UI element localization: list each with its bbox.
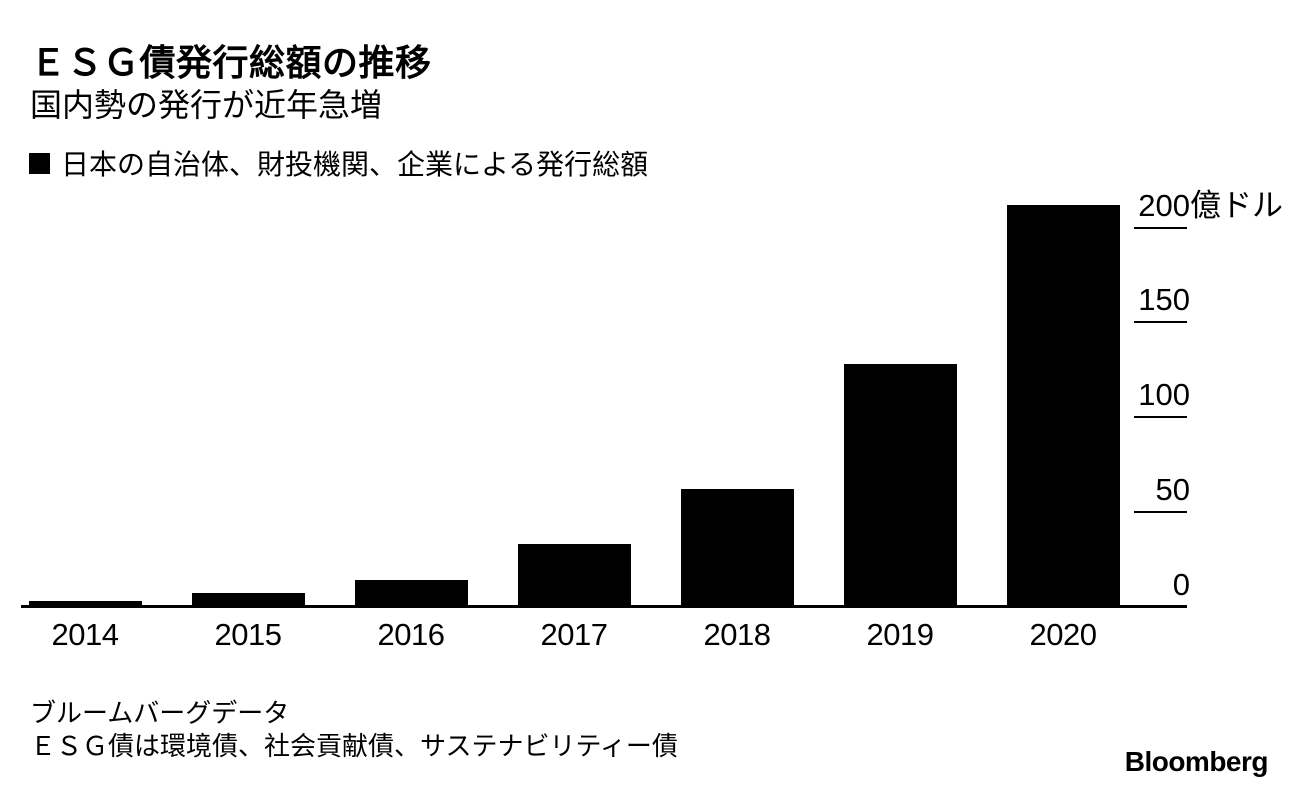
bar-2015 <box>191 592 305 607</box>
x-axis-label: 2017 <box>540 617 608 652</box>
y-axis-label: 100 <box>1138 377 1190 413</box>
chart-subtitle: 国内勢の発行が近年急増 <box>30 87 383 123</box>
x-axis-label: 2016 <box>377 617 445 652</box>
legend: 日本の自治体、財投機関、企業による発行総額 <box>29 146 648 180</box>
y-axis-label: 50 <box>1155 472 1190 508</box>
definition-note: ＥＳＧ債は環境債、社会貢献債、サステナビリティー債 <box>30 731 678 761</box>
y-axis-label: 200 <box>1138 187 1190 223</box>
y-axis-unit-label: 億ドル <box>1190 187 1283 223</box>
x-axis-label: 2015 <box>214 617 282 652</box>
legend-label: 日本の自治体、財投機関、企業による発行総額 <box>61 149 649 180</box>
y-axis-label: 0 <box>1172 567 1190 602</box>
source-note: ブルームバーグデータ <box>30 698 290 728</box>
chart-title: ＥＳＧ債発行総額の推移 <box>30 42 432 83</box>
bar-2014 <box>28 600 142 607</box>
bar-2017 <box>517 544 631 607</box>
bar-2019 <box>843 364 957 607</box>
x-axis-label: 2014 <box>51 617 119 652</box>
x-axis-label: 2019 <box>866 617 934 652</box>
y-axis-tick <box>1134 226 1187 229</box>
bloomberg-logo: Bloomberg <box>1124 746 1269 777</box>
x-axis-label: 2018 <box>703 617 771 652</box>
y-axis-tick <box>1134 511 1187 514</box>
x-axis-label: 2020 <box>1029 617 1097 652</box>
footer: ブルームバーグデータ ＥＳＧ債は環境債、社会貢献債、サステナビリティー債 <box>30 697 678 763</box>
bar-2016 <box>354 580 468 607</box>
bar-2020 <box>1006 204 1120 607</box>
y-axis-label: 150 <box>1138 282 1190 318</box>
y-axis-tick <box>1134 321 1187 324</box>
legend-swatch-icon <box>29 152 50 174</box>
y-axis-tick <box>1134 416 1187 419</box>
bar-2018 <box>680 489 794 607</box>
